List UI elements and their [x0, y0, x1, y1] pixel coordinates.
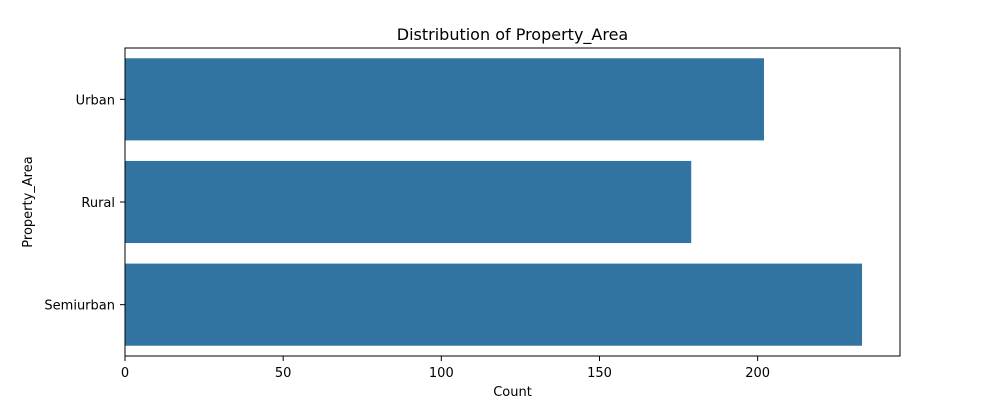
x-tick-label: 150 — [587, 366, 612, 381]
bar-rural — [125, 160, 692, 244]
y-tick-label: Urban — [76, 93, 115, 108]
x-tick-label: 200 — [745, 366, 770, 381]
x-axis-label: Count — [493, 385, 532, 400]
x-tick-label: 50 — [275, 366, 292, 381]
bar-semiurban — [125, 263, 863, 346]
x-tick-label: 0 — [121, 366, 129, 381]
bar-urban — [125, 58, 764, 141]
y-axis-label: Property_Area — [21, 156, 36, 247]
bars-group — [125, 58, 863, 346]
plot-frame — [124, 47, 901, 357]
x-tick-label: 100 — [429, 366, 454, 381]
x-axis-ticks: 0 50 100 150 200 — [121, 356, 770, 381]
y-axis-ticks: Urban Rural Semiurban — [44, 93, 125, 314]
chart-title: Distribution of Property_Area — [397, 25, 628, 45]
y-tick-label: Semiurban — [44, 299, 115, 314]
y-tick-label: Rural — [81, 196, 115, 211]
